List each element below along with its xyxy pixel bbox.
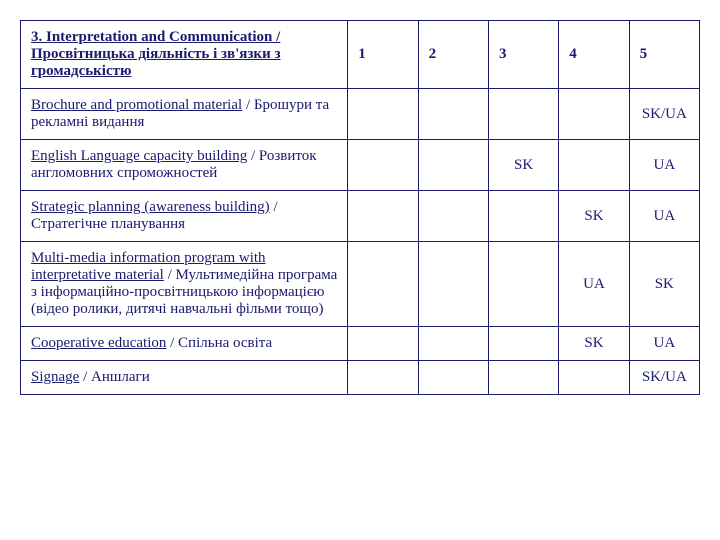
cell bbox=[348, 242, 418, 327]
cell: UA bbox=[559, 242, 629, 327]
label-uk: Спільна освіта bbox=[178, 335, 272, 351]
table-row: Cooperative education / Спільна освіта S… bbox=[21, 327, 700, 361]
label-uk: Стратегічне планування bbox=[31, 216, 185, 232]
col-1: 1 bbox=[348, 21, 418, 89]
cell: SK/UA bbox=[629, 89, 699, 140]
label-sep: / bbox=[247, 148, 259, 164]
label-sep: / bbox=[242, 97, 254, 113]
cell: SK bbox=[559, 327, 629, 361]
cell bbox=[488, 242, 558, 327]
label-sep: / bbox=[166, 335, 178, 351]
cell bbox=[348, 191, 418, 242]
cell bbox=[348, 361, 418, 395]
cell bbox=[418, 361, 488, 395]
cell bbox=[348, 327, 418, 361]
cell bbox=[488, 191, 558, 242]
interpretation-table: 3. Interpretation and Communication / Пр… bbox=[20, 20, 700, 395]
cell bbox=[348, 89, 418, 140]
cell bbox=[418, 140, 488, 191]
label-en: Signage bbox=[31, 369, 79, 385]
row-label: Strategic planning (awareness building) … bbox=[21, 191, 348, 242]
row-label: Cooperative education / Спільна освіта bbox=[21, 327, 348, 361]
label-sep: / bbox=[270, 199, 278, 215]
col-3: 3 bbox=[488, 21, 558, 89]
label-en: English Language capacity building bbox=[31, 148, 247, 164]
cell: SK bbox=[488, 140, 558, 191]
cell bbox=[559, 89, 629, 140]
label-en: Brochure and promotional material bbox=[31, 97, 242, 113]
row-label: English Language capacity building / Роз… bbox=[21, 140, 348, 191]
col-5: 5 bbox=[629, 21, 699, 89]
cell: SK/UA bbox=[629, 361, 699, 395]
title-en: 3. Interpretation and Communication / bbox=[31, 29, 280, 45]
cell bbox=[488, 361, 558, 395]
cell: SK bbox=[559, 191, 629, 242]
label-sep: / bbox=[164, 267, 176, 283]
cell: UA bbox=[629, 191, 699, 242]
row-label: Signage / Аншлаги bbox=[21, 361, 348, 395]
col-2: 2 bbox=[418, 21, 488, 89]
cell: UA bbox=[629, 140, 699, 191]
cell bbox=[559, 140, 629, 191]
cell bbox=[418, 89, 488, 140]
cell: SK bbox=[629, 242, 699, 327]
table-row: Signage / Аншлаги SK/UA bbox=[21, 361, 700, 395]
title-uk: Просвітницька діяльність і зв'язки з гро… bbox=[31, 46, 281, 79]
col-4: 4 bbox=[559, 21, 629, 89]
label-sep: / bbox=[79, 369, 91, 385]
cell bbox=[488, 327, 558, 361]
section-title: 3. Interpretation and Communication / Пр… bbox=[21, 21, 348, 89]
label-en: Strategic planning (awareness building) bbox=[31, 199, 270, 215]
cell bbox=[418, 327, 488, 361]
cell bbox=[348, 140, 418, 191]
cell bbox=[418, 242, 488, 327]
cell: UA bbox=[629, 327, 699, 361]
cell bbox=[559, 361, 629, 395]
cell bbox=[488, 89, 558, 140]
label-uk: Аншлаги bbox=[91, 369, 150, 385]
table-row: English Language capacity building / Роз… bbox=[21, 140, 700, 191]
table-row: Brochure and promotional material / Брош… bbox=[21, 89, 700, 140]
table-row: Multi-media information program with int… bbox=[21, 242, 700, 327]
row-label: Multi-media information program with int… bbox=[21, 242, 348, 327]
table-row: Strategic planning (awareness building) … bbox=[21, 191, 700, 242]
header-row: 3. Interpretation and Communication / Пр… bbox=[21, 21, 700, 89]
cell bbox=[418, 191, 488, 242]
label-en: Cooperative education bbox=[31, 335, 166, 351]
row-label: Brochure and promotional material / Брош… bbox=[21, 89, 348, 140]
